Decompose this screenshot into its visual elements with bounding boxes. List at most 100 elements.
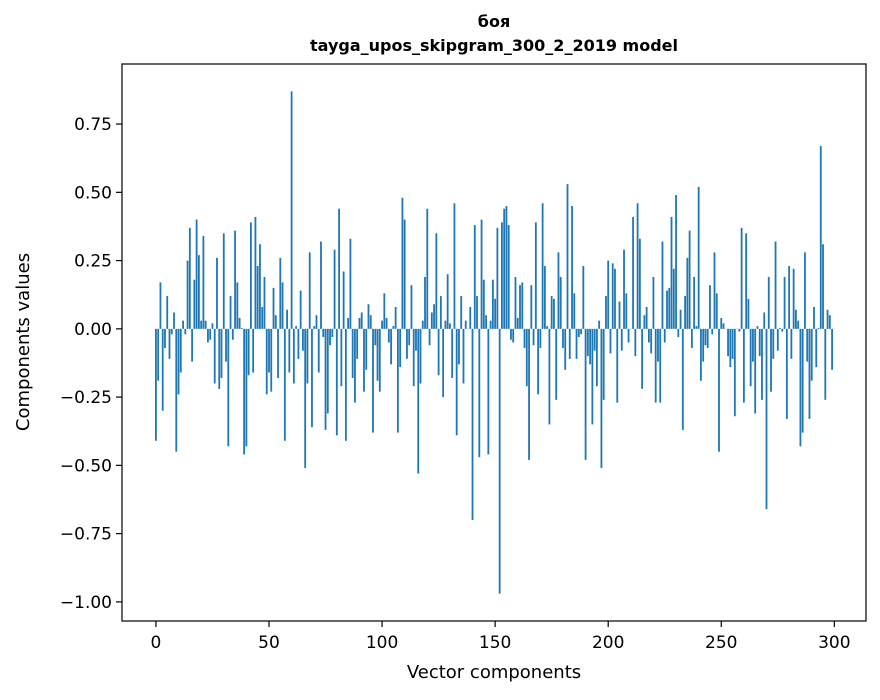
x-tick-label: 100 xyxy=(366,633,398,653)
bar xyxy=(499,329,501,594)
bar xyxy=(546,326,548,329)
bar xyxy=(571,206,573,329)
bar xyxy=(295,326,297,329)
bar xyxy=(408,329,410,345)
bar xyxy=(245,329,247,446)
bar xyxy=(772,329,774,359)
bar xyxy=(533,329,535,345)
bar xyxy=(334,250,336,329)
bar xyxy=(512,329,514,343)
bar xyxy=(191,329,193,362)
bar xyxy=(381,321,383,329)
bar xyxy=(406,329,408,359)
bar xyxy=(313,326,315,329)
bar xyxy=(564,329,566,370)
y-tick-label: 0.75 xyxy=(74,115,112,135)
bar xyxy=(818,328,820,329)
bar xyxy=(485,315,487,329)
bar xyxy=(300,291,302,329)
bar xyxy=(668,288,670,329)
bar xyxy=(616,329,618,403)
bar xyxy=(745,233,747,329)
bar xyxy=(336,329,338,435)
bar xyxy=(555,329,557,400)
bar xyxy=(695,326,697,329)
bar xyxy=(327,329,329,414)
y-tick-label: −0.75 xyxy=(60,525,112,545)
bar xyxy=(673,269,675,329)
bar xyxy=(757,326,759,329)
bar xyxy=(560,277,562,329)
bar xyxy=(732,329,734,359)
bar xyxy=(198,255,200,329)
bar xyxy=(795,310,797,329)
bar xyxy=(261,307,263,329)
bar xyxy=(490,321,492,329)
bar xyxy=(738,329,740,332)
bar xyxy=(655,329,657,403)
bar xyxy=(169,329,171,359)
bar xyxy=(343,272,345,329)
bar xyxy=(465,321,467,329)
bar xyxy=(239,318,241,329)
bar xyxy=(214,329,216,384)
bar xyxy=(205,321,207,329)
bar xyxy=(352,329,354,378)
bar xyxy=(399,329,401,367)
bar xyxy=(750,329,752,386)
bar xyxy=(155,329,157,441)
bar xyxy=(754,329,756,414)
bar xyxy=(200,321,202,329)
bar xyxy=(612,263,614,329)
bar xyxy=(824,329,826,400)
bar xyxy=(567,184,569,329)
bar xyxy=(372,329,374,433)
bar xyxy=(288,329,290,373)
bar xyxy=(662,241,664,328)
bar xyxy=(304,329,306,468)
bar xyxy=(302,329,304,351)
bar xyxy=(189,228,191,329)
bar xyxy=(589,329,591,364)
bar xyxy=(761,329,763,400)
bar xyxy=(709,285,711,329)
bar xyxy=(691,329,693,348)
bar xyxy=(770,329,772,392)
bar xyxy=(481,220,483,329)
bar xyxy=(216,258,218,329)
bar xyxy=(591,329,593,425)
bar xyxy=(831,329,833,370)
bar xyxy=(311,329,313,427)
bar xyxy=(320,241,322,328)
bar xyxy=(476,296,478,329)
bar xyxy=(166,296,168,329)
bar xyxy=(716,293,718,328)
bar xyxy=(741,228,743,329)
bar xyxy=(585,329,587,460)
bar xyxy=(279,258,281,329)
bar xyxy=(282,282,284,328)
bar xyxy=(625,293,627,328)
bar xyxy=(309,252,311,328)
bar xyxy=(829,315,831,329)
bar xyxy=(180,329,182,373)
bar xyxy=(607,261,609,329)
bar xyxy=(435,233,437,329)
bar xyxy=(442,329,444,397)
bar xyxy=(530,285,532,329)
bar xyxy=(395,307,397,329)
bar xyxy=(259,244,261,329)
bar xyxy=(705,329,707,345)
bar xyxy=(349,239,351,329)
bar xyxy=(243,329,245,455)
bar xyxy=(171,329,173,334)
bar xyxy=(494,299,496,329)
y-tick-label: −1.00 xyxy=(60,593,112,613)
bar xyxy=(182,321,184,329)
bar xyxy=(809,329,811,419)
bar xyxy=(524,329,526,348)
bar xyxy=(729,329,731,367)
bar xyxy=(338,209,340,329)
bar xyxy=(329,329,331,345)
